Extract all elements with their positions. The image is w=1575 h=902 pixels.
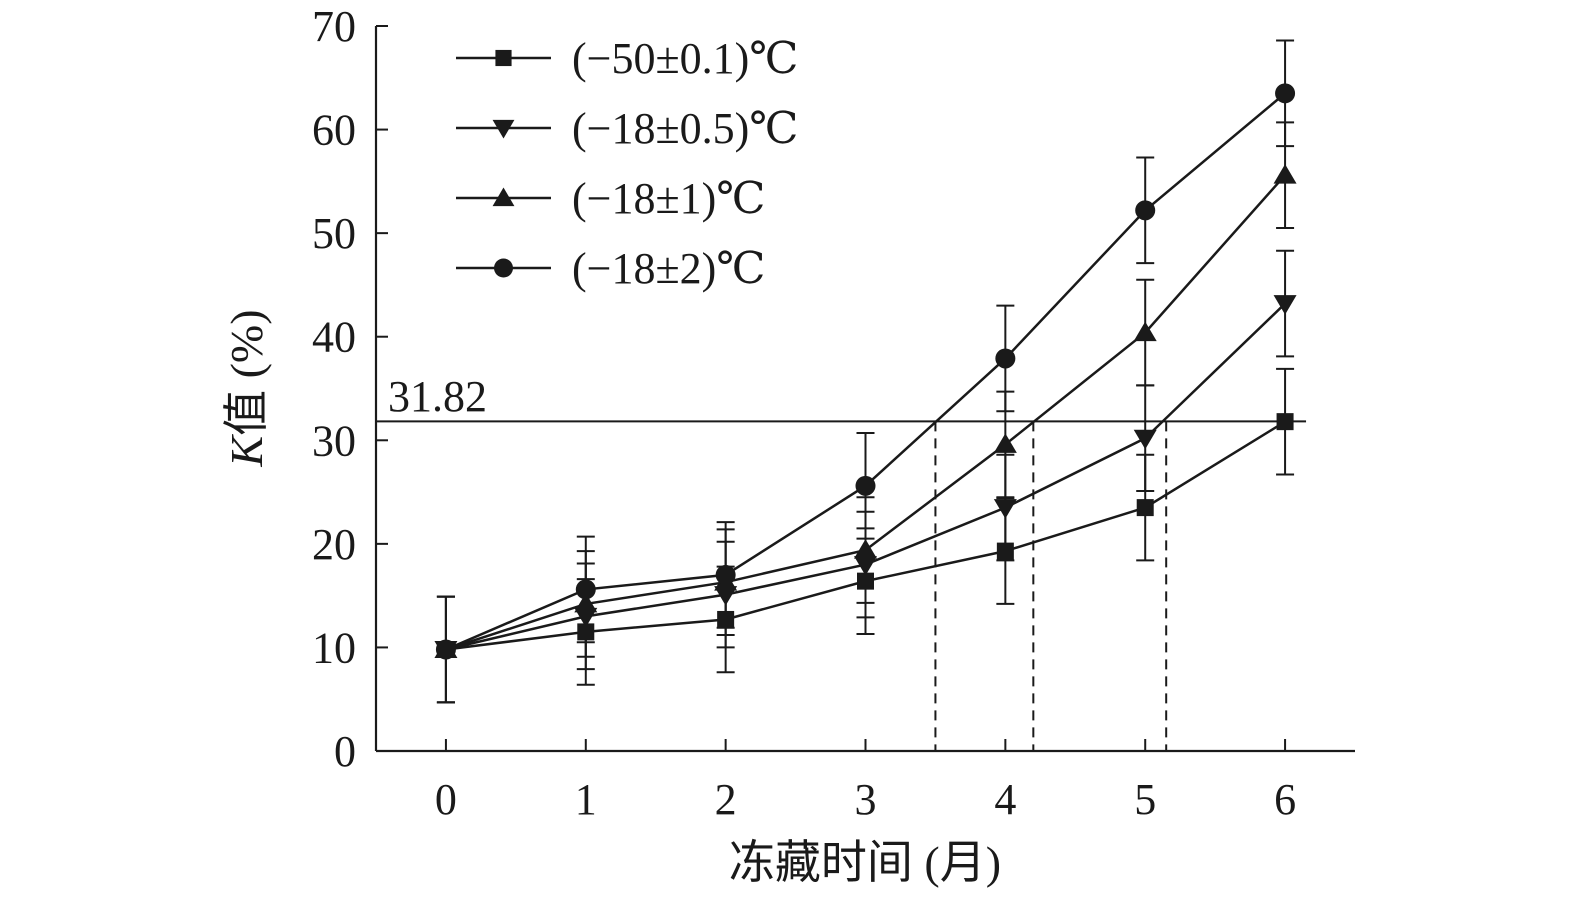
data-point-s1-p6 xyxy=(1276,413,1294,431)
y-tick-label-10: 10 xyxy=(312,623,356,672)
x-tick-label-2: 2 xyxy=(715,775,737,824)
y-tick-label-50: 50 xyxy=(312,209,356,258)
legend-marker-1 xyxy=(495,49,512,67)
data-point-s2-p5 xyxy=(1133,429,1157,450)
y-axis-title: K值 (%) xyxy=(221,309,272,467)
data-point-s3-p6 xyxy=(1273,164,1297,184)
data-point-s2-p2 xyxy=(714,586,738,606)
data-point-s3-p4 xyxy=(993,433,1017,453)
data-point-s3-p5 xyxy=(1133,321,1157,342)
axis-ticks: 0 10 20 30 40 50 60 70 0 1 2 3 4 5 6 xyxy=(312,2,1296,824)
data-point-s4-p3 xyxy=(855,475,876,496)
data-point-s3-p1 xyxy=(574,592,598,613)
y-tick-label-30: 30 xyxy=(312,416,356,465)
series-markers xyxy=(434,83,1297,661)
axes xyxy=(374,26,1355,753)
x-tick-label-6: 6 xyxy=(1274,775,1296,824)
legend-label-4: (−18±2)℃ xyxy=(572,244,766,293)
data-point-s4-p6 xyxy=(1275,83,1296,104)
x-tick-label-5: 5 xyxy=(1134,775,1156,824)
y-axis-title-k: K xyxy=(221,434,272,468)
data-point-s2-p4 xyxy=(993,499,1017,519)
data-point-s2-p3 xyxy=(854,556,877,576)
threshold-group xyxy=(376,420,1307,751)
legend: (−50±0.1)℃ (−18±0.5)℃ (−18±1)℃ (−18±2)℃ xyxy=(456,34,799,293)
data-point-s1-p4 xyxy=(996,542,1014,560)
y-tick-label-20: 20 xyxy=(312,520,356,569)
data-point-s4-p4 xyxy=(995,348,1016,369)
legend-marker-3 xyxy=(492,187,515,207)
data-point-s4-p0 xyxy=(435,639,456,660)
data-point-s2-p6 xyxy=(1273,295,1297,315)
data-point-s3-p3 xyxy=(854,539,877,559)
data-point-s4-p5 xyxy=(1135,200,1156,221)
x-tick-label-4: 4 xyxy=(994,775,1016,824)
y-axis-title-rest: 值 (%) xyxy=(221,309,272,435)
legend-label-3: (−18±1)℃ xyxy=(572,174,766,223)
data-point-s4-p2 xyxy=(715,564,736,585)
legend-label-2: (−18±0.5)℃ xyxy=(572,104,799,153)
x-axis-title: 冻藏时间 (月) xyxy=(729,837,1001,888)
data-point-s1-p5 xyxy=(1136,499,1154,517)
data-point-s1-p1 xyxy=(577,623,595,641)
legend-marker-2 xyxy=(492,119,515,139)
legend-label-1: (−50±0.1)℃ xyxy=(572,34,799,83)
data-point-s1-p3 xyxy=(857,572,874,590)
data-point-s1-p2 xyxy=(717,610,735,628)
error-bars xyxy=(436,39,1295,704)
x-tick-label-1: 1 xyxy=(575,775,597,824)
data-point-s4-p1 xyxy=(575,579,596,600)
x-tick-label-3: 3 xyxy=(855,775,877,824)
legend-marker-4 xyxy=(494,258,513,278)
x-tick-label-0: 0 xyxy=(435,775,457,824)
y-tick-label-70: 70 xyxy=(312,2,356,51)
y-tick-label-0: 0 xyxy=(334,727,356,776)
y-tick-label-40: 40 xyxy=(312,313,356,362)
threshold-label: 31.82 xyxy=(388,372,487,421)
data-point-s2-p1 xyxy=(574,607,598,628)
y-tick-label-60: 60 xyxy=(312,106,356,155)
